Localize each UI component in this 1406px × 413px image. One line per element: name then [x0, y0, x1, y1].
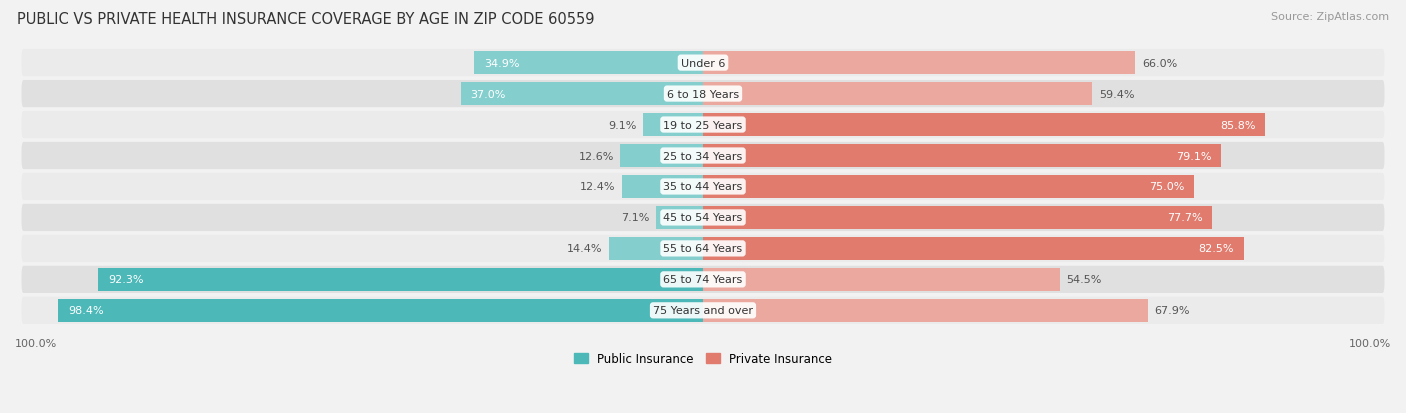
Bar: [98, 268, 703, 291]
Text: PUBLIC VS PRIVATE HEALTH INSURANCE COVERAGE BY AGE IN ZIP CODE 60559: PUBLIC VS PRIVATE HEALTH INSURANCE COVER…: [17, 12, 595, 27]
Text: 54.5%: 54.5%: [1067, 275, 1102, 285]
Text: 67.9%: 67.9%: [1154, 306, 1189, 316]
Text: 19 to 25 Years: 19 to 25 Years: [664, 120, 742, 130]
FancyBboxPatch shape: [21, 81, 1385, 108]
FancyBboxPatch shape: [21, 173, 1385, 201]
Bar: [657, 206, 703, 230]
Bar: [703, 206, 1212, 230]
Text: 45 to 54 Years: 45 to 54 Years: [664, 213, 742, 223]
Bar: [474, 52, 703, 75]
Bar: [703, 114, 1265, 137]
Text: Source: ZipAtlas.com: Source: ZipAtlas.com: [1271, 12, 1389, 22]
Bar: [703, 83, 1092, 106]
FancyBboxPatch shape: [21, 112, 1385, 139]
FancyBboxPatch shape: [21, 297, 1385, 324]
FancyBboxPatch shape: [21, 142, 1385, 170]
FancyBboxPatch shape: [21, 266, 1385, 293]
Bar: [609, 237, 703, 260]
FancyBboxPatch shape: [21, 204, 1385, 232]
Text: 75 Years and over: 75 Years and over: [652, 306, 754, 316]
Bar: [703, 176, 1195, 199]
Bar: [644, 114, 703, 137]
Bar: [703, 299, 1147, 322]
Text: 82.5%: 82.5%: [1198, 244, 1233, 254]
FancyBboxPatch shape: [21, 50, 1385, 77]
Text: 25 to 34 Years: 25 to 34 Years: [664, 151, 742, 161]
Text: 12.6%: 12.6%: [578, 151, 614, 161]
Text: 79.1%: 79.1%: [1175, 151, 1212, 161]
Bar: [703, 237, 1243, 260]
Text: 100.0%: 100.0%: [15, 338, 58, 349]
Text: 9.1%: 9.1%: [609, 120, 637, 130]
Text: 100.0%: 100.0%: [1348, 338, 1391, 349]
Text: Under 6: Under 6: [681, 59, 725, 69]
Text: 6 to 18 Years: 6 to 18 Years: [666, 89, 740, 100]
Text: 85.8%: 85.8%: [1220, 120, 1256, 130]
Text: 34.9%: 34.9%: [484, 59, 520, 69]
Bar: [703, 268, 1060, 291]
Text: 77.7%: 77.7%: [1167, 213, 1202, 223]
Text: 59.4%: 59.4%: [1098, 89, 1135, 100]
Legend: Public Insurance, Private Insurance: Public Insurance, Private Insurance: [569, 348, 837, 370]
Text: 14.4%: 14.4%: [567, 244, 602, 254]
Bar: [703, 145, 1222, 168]
Bar: [58, 299, 703, 322]
FancyBboxPatch shape: [21, 235, 1385, 262]
Text: 75.0%: 75.0%: [1149, 182, 1185, 192]
Text: 65 to 74 Years: 65 to 74 Years: [664, 275, 742, 285]
Text: 98.4%: 98.4%: [67, 306, 104, 316]
Text: 66.0%: 66.0%: [1142, 59, 1177, 69]
Bar: [621, 176, 703, 199]
Text: 35 to 44 Years: 35 to 44 Years: [664, 182, 742, 192]
Bar: [461, 83, 703, 106]
Text: 7.1%: 7.1%: [621, 213, 650, 223]
Text: 92.3%: 92.3%: [108, 275, 143, 285]
Text: 12.4%: 12.4%: [579, 182, 616, 192]
Text: 37.0%: 37.0%: [471, 89, 506, 100]
Bar: [703, 52, 1136, 75]
Text: 55 to 64 Years: 55 to 64 Years: [664, 244, 742, 254]
Bar: [620, 145, 703, 168]
